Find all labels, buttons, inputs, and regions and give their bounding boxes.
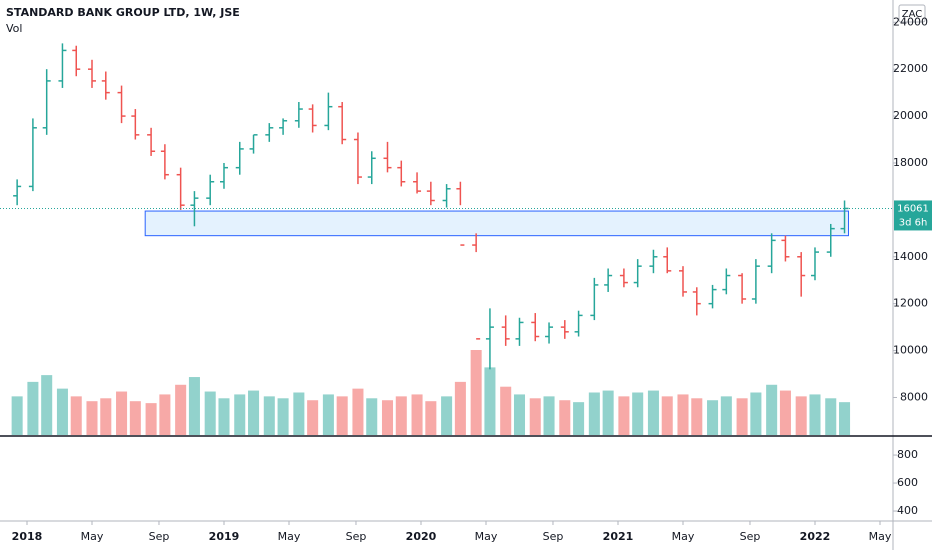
volume-bar	[263, 396, 275, 435]
volume-bar	[825, 398, 837, 435]
volume-bar	[188, 377, 200, 435]
y-tick-label: 14000	[893, 250, 928, 263]
lower-y-tick-label: 800	[897, 448, 918, 461]
volume-bar	[795, 396, 807, 435]
x-tick-label: May	[81, 530, 104, 543]
currency-box	[898, 4, 926, 23]
volume-bar	[454, 381, 466, 435]
volume-bar	[529, 398, 541, 435]
lower-y-tick-label: 600	[897, 476, 918, 489]
volume-bar	[677, 394, 689, 435]
volume-bar	[543, 396, 555, 435]
y-tick-label: 8000	[900, 390, 928, 403]
volume-bar	[588, 392, 600, 435]
volume-bar	[500, 386, 512, 435]
volume-bar	[41, 375, 53, 435]
volume-bar	[839, 402, 851, 435]
volume-bar	[809, 394, 821, 435]
y-tick-label: 24000	[893, 15, 928, 28]
volume-bar	[145, 403, 157, 435]
volume-bar	[322, 394, 334, 435]
volume-bar	[736, 398, 748, 435]
volume-bar	[336, 396, 348, 435]
volume-bar	[602, 390, 614, 435]
volume-bar	[307, 400, 319, 435]
countdown: 3d 6h	[899, 217, 928, 228]
lower-y-tick-label: 400	[897, 504, 918, 517]
y-tick-label: 22000	[893, 62, 928, 75]
volume-bar	[559, 400, 571, 435]
volume-bar	[750, 392, 762, 435]
x-tick-label: 2021	[603, 530, 634, 543]
y-tick-label: 20000	[893, 109, 928, 122]
volume-bar	[159, 394, 171, 435]
volume-bar	[618, 396, 630, 435]
y-tick-label: 10000	[893, 344, 928, 357]
x-tick-label: 2019	[209, 530, 240, 543]
last-price-label: 16061	[897, 203, 929, 214]
volume-bar	[381, 400, 394, 435]
x-tick-label: 2022	[800, 530, 831, 543]
volume-bar	[234, 394, 246, 435]
volume-bar	[277, 398, 289, 435]
volume-bar	[513, 394, 526, 435]
volume-bar	[218, 398, 230, 435]
x-tick-label: Sep	[346, 530, 367, 543]
volume-bar	[411, 394, 423, 435]
volume-bar	[425, 401, 437, 435]
volume-bar	[100, 398, 112, 435]
currency: ZAC	[902, 9, 923, 20]
volume-bar	[470, 350, 482, 435]
volume-bar	[720, 396, 732, 435]
volume-bar	[352, 388, 364, 435]
volume-bar	[11, 396, 23, 435]
volume-bar	[56, 388, 68, 435]
volume-bar	[86, 401, 98, 435]
volume-label: Vol	[6, 22, 22, 35]
volume-bar	[632, 392, 644, 435]
x-tick-label: Sep	[149, 530, 170, 543]
volume-bar	[204, 391, 216, 435]
volume-bar	[116, 391, 128, 435]
volume-bar	[766, 384, 778, 435]
x-tick-label: May	[869, 530, 892, 543]
volume-bar	[175, 384, 187, 435]
volume-bar	[441, 396, 453, 435]
y-tick-label: 18000	[893, 156, 928, 169]
chart-title: STANDARD BANK GROUP LTD, 1W, JSE	[6, 6, 240, 19]
volume-bar	[661, 396, 673, 435]
volume-bar	[395, 396, 407, 435]
x-tick-label: May	[278, 530, 301, 543]
volume-bar	[484, 367, 496, 435]
volume-bar	[248, 390, 260, 435]
y-tick-label: 12000	[893, 297, 928, 310]
volume-bar	[293, 392, 305, 435]
x-tick-label: 2020	[406, 530, 437, 543]
volume-bar	[573, 402, 585, 435]
volume-bar	[647, 390, 659, 435]
volume-bar	[27, 381, 39, 435]
x-tick-label: May	[672, 530, 695, 543]
volume-bar	[70, 396, 82, 435]
x-tick-label: Sep	[543, 530, 564, 543]
volume-bar	[691, 398, 703, 435]
volume-bar	[366, 398, 378, 435]
x-tick-label: Sep	[740, 530, 761, 543]
support-zone	[144, 210, 849, 237]
x-tick-label: May	[475, 530, 498, 543]
x-tick-label: 2018	[12, 530, 43, 543]
volume-bar	[779, 390, 791, 435]
last-price-box	[894, 200, 932, 231]
volume-bar	[707, 400, 719, 435]
volume-bar	[129, 401, 141, 435]
